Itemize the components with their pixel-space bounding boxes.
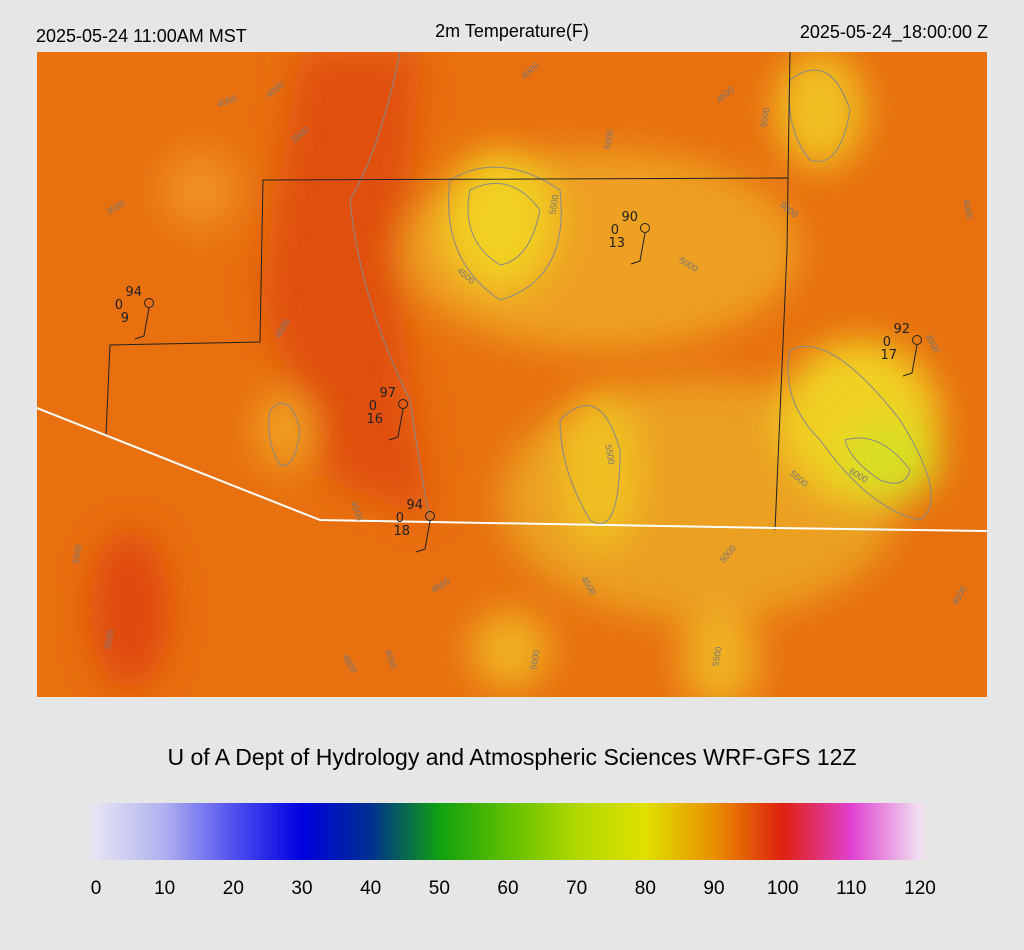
map-title: 2m Temperature(F) [435, 21, 589, 41]
wind-barb [134, 307, 150, 340]
contour-label: 5500 [710, 646, 723, 667]
contour-label: 5500 [547, 194, 560, 215]
colorbar-tick-label: 10 [154, 878, 175, 899]
contour-label: 5500 [603, 444, 616, 465]
contour-label: 5000 [758, 107, 771, 128]
station-value: 0 [611, 223, 619, 238]
station-value: 0 [396, 511, 404, 526]
station-temp: 94 [406, 498, 423, 513]
station-dewpoint: 17 [880, 348, 897, 363]
colorbar-tick-label: 110 [836, 878, 866, 899]
station-dewpoint: 13 [608, 236, 625, 251]
colorbar-tick-label: 20 [223, 878, 244, 899]
station-marker [640, 223, 650, 233]
colorbar-tick-label: 40 [360, 878, 381, 899]
station-temp: 94 [125, 285, 142, 300]
station-dewpoint: 16 [366, 412, 383, 427]
station-value: 0 [115, 298, 123, 313]
contour-label: 5000 [528, 649, 541, 670]
station-marker [144, 298, 154, 308]
colorbar-tick-label: 100 [767, 878, 799, 899]
valid-utc: 2025-05-24_18:00:00 Z [800, 22, 988, 43]
county-lines [105, 52, 791, 531]
colorbar-tick-label: 70 [566, 878, 587, 899]
wind-barb [630, 232, 646, 265]
wind-barb [902, 344, 918, 377]
station-marker [912, 335, 922, 345]
wind-barb [415, 520, 431, 553]
state-border [37, 407, 987, 532]
colorbar-tick-label: 30 [291, 878, 312, 899]
station-dewpoint: 9 [121, 311, 129, 326]
colorbar-tick-label: 60 [497, 878, 518, 899]
colorbar-tick-label: 0 [91, 878, 102, 899]
station-dewpoint: 18 [393, 524, 410, 539]
station-marker [425, 511, 435, 521]
station-value: 0 [883, 335, 891, 350]
valid-local: 2025-05-24 11:00AM MST [36, 26, 247, 46]
contour-label: 3500 [70, 544, 83, 565]
colorbar-tick-label: 90 [703, 878, 724, 899]
station-temp: 97 [379, 386, 396, 401]
station-marker [398, 399, 408, 409]
contours [268, 52, 932, 525]
wind-barb [388, 408, 404, 441]
station-value: 0 [369, 399, 377, 414]
contour-label: 5000 [602, 129, 615, 150]
station-temp: 90 [621, 210, 638, 225]
colorbar-tick-label: 50 [429, 878, 450, 899]
colorbar [90, 803, 925, 860]
colorbar-tick-label: 120 [904, 878, 936, 899]
credit: U of A Dept of Hydrology and Atmospheric… [167, 744, 856, 770]
station-temp: 92 [893, 322, 910, 337]
colorbar-tick-label: 80 [635, 878, 656, 899]
contour-label: 3500 [102, 629, 115, 650]
contour-label: 4000 [961, 199, 974, 220]
